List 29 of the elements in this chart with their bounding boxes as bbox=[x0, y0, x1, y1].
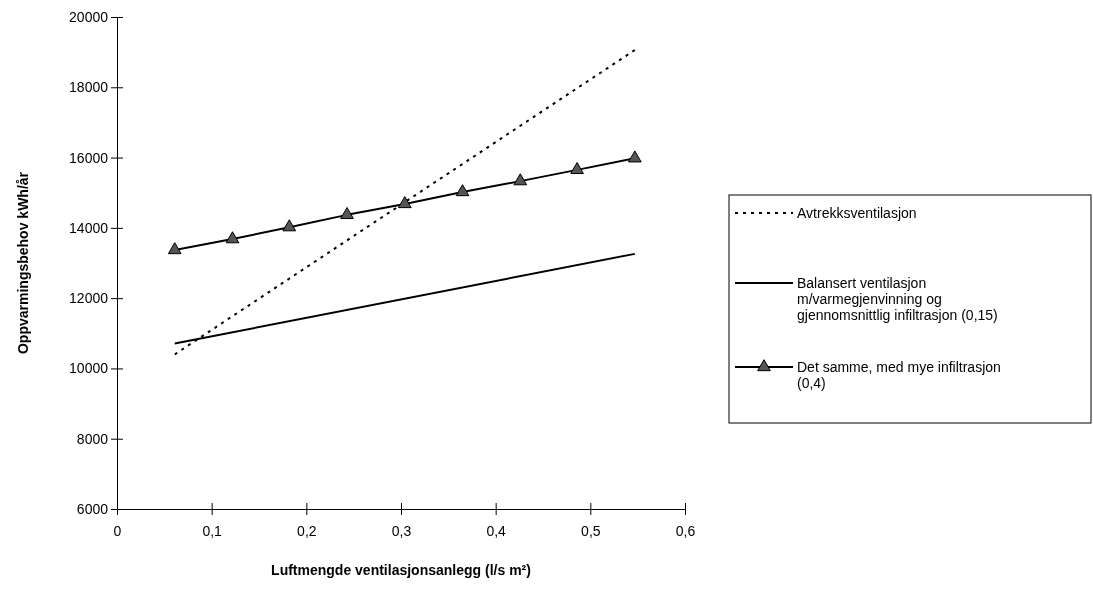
x-tick-label: 0,1 bbox=[202, 523, 223, 540]
point bbox=[282, 219, 297, 232]
x-tick-label: 0 bbox=[113, 523, 122, 540]
point bbox=[570, 162, 584, 175]
y-tick-label: 20000 bbox=[69, 8, 109, 25]
point bbox=[167, 242, 182, 255]
y-tick-label: 18000 bbox=[69, 79, 109, 96]
x-tick-label: 0,5 bbox=[581, 523, 601, 540]
y-tick-label: 6000 bbox=[76, 500, 109, 517]
point bbox=[455, 184, 470, 197]
x-tick-label: 0,6 bbox=[675, 523, 696, 540]
y-tick-label: 12000 bbox=[69, 290, 109, 307]
x-tick-label: 0,3 bbox=[391, 523, 412, 540]
point bbox=[225, 231, 240, 244]
x-tick-label: 0,2 bbox=[297, 523, 317, 540]
legend-label: Balansert ventilasjon m/varmegjenvinning og gjennomsnittlig infiltrasjon (0,15) bbox=[797, 275, 998, 324]
y-tick-label: 10000 bbox=[69, 360, 109, 377]
point bbox=[397, 196, 412, 209]
y-tick-label: 8000 bbox=[76, 430, 109, 447]
y-axis-title: Oppvarmingsbehov kWh/år bbox=[15, 171, 31, 355]
legend-label: Det samme, med mye infiltrasjon (0,4) bbox=[797, 359, 1001, 392]
y-tick-label: 16000 bbox=[69, 149, 109, 166]
legend-label: Avtrekksventilasjon bbox=[797, 205, 917, 221]
y-tick-label: 14000 bbox=[69, 219, 109, 236]
point bbox=[627, 150, 642, 163]
point bbox=[340, 207, 354, 220]
x-axis-title: Luftmengde ventilasjonsanlegg (l/s m²) bbox=[271, 562, 531, 578]
x-tick-label: 0,4 bbox=[486, 523, 507, 540]
point bbox=[513, 173, 528, 186]
